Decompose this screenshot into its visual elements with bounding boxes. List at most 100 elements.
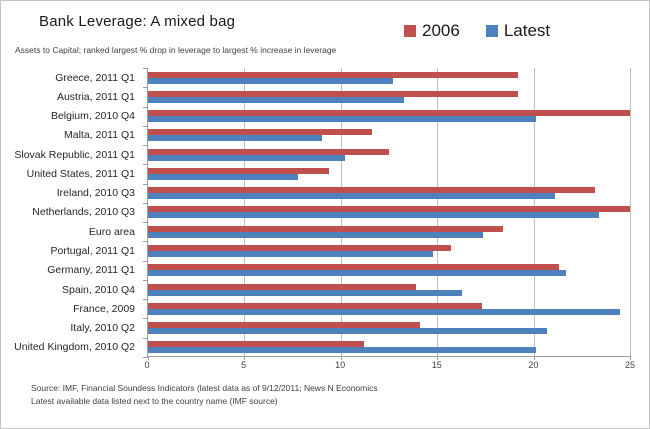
bar-latest xyxy=(148,173,299,180)
y-axis-tick-mark xyxy=(143,202,148,204)
legend-label-2006: 2006 xyxy=(422,21,460,40)
bar-latest xyxy=(148,308,621,315)
category-label: Belgium, 2010 Q4 xyxy=(50,110,135,123)
bar-row xyxy=(148,126,630,145)
source-note-line1: Source: IMF, Financial Soundess Indicato… xyxy=(31,383,378,393)
bar-latest xyxy=(148,135,322,142)
legend-swatch-latest-icon xyxy=(485,25,498,37)
x-axis-tick-mark xyxy=(437,356,439,360)
bar-latest xyxy=(148,289,463,296)
bar-row xyxy=(148,241,630,260)
y-axis-tick-mark xyxy=(143,337,148,339)
category-label: Euro area xyxy=(88,225,135,238)
bar-2006 xyxy=(148,187,596,194)
y-axis-tick-mark xyxy=(143,357,148,358)
gridline xyxy=(630,68,631,356)
x-axis-tick-mark xyxy=(244,356,246,360)
bar-2006 xyxy=(148,283,416,290)
category-label: Ireland, 2010 Q3 xyxy=(56,187,135,200)
x-axis-tick-mark xyxy=(148,356,149,360)
legend-item-2006: 2006 xyxy=(404,21,460,41)
source-note-line2: Latest available data listed next to the… xyxy=(31,396,278,407)
y-axis-tick-mark xyxy=(143,241,148,243)
y-axis-tick-mark xyxy=(143,125,148,127)
category-label: Netherlands, 2010 Q3 xyxy=(32,206,135,219)
category-label: United States, 2011 Q1 xyxy=(26,167,135,180)
source-note: Source: IMF, Financial Soundess Indicato… xyxy=(31,382,378,408)
bar-row xyxy=(148,184,630,203)
category-label: Portugal, 2011 Q1 xyxy=(50,245,135,258)
chart-subtitle: Assets to Capital; ranked largest % drop… xyxy=(15,45,337,55)
bar-row xyxy=(148,222,630,241)
category-label: Slovak Republic, 2011 Q1 xyxy=(14,148,135,161)
category-label: Austria, 2011 Q1 xyxy=(56,90,135,103)
bar-latest xyxy=(148,193,555,200)
chart-title: Bank Leverage: A mixed bag xyxy=(39,13,236,30)
x-axis-tick-label: 10 xyxy=(335,360,346,370)
bar-latest xyxy=(148,250,434,257)
x-axis-tick-label: 20 xyxy=(528,360,539,370)
bar-latest xyxy=(148,96,405,103)
y-axis-tick-mark xyxy=(143,145,148,147)
category-label: France, 2009 xyxy=(73,302,135,315)
category-label: Spain, 2010 Q4 xyxy=(62,283,135,296)
legend-item-latest: Latest xyxy=(485,21,551,41)
y-axis-tick-mark xyxy=(143,299,148,301)
bar-row xyxy=(148,203,630,222)
bar-2006 xyxy=(148,167,330,174)
category-label: Greece, 2011 Q1 xyxy=(55,71,135,84)
bar-2006 xyxy=(148,110,630,117)
y-axis-tick-mark xyxy=(143,318,148,320)
bar-row xyxy=(148,338,630,357)
x-axis-tick-label: 15 xyxy=(431,360,442,370)
bar-2006 xyxy=(148,225,503,232)
bar-latest xyxy=(148,270,567,277)
category-label: Malta, 2011 Q1 xyxy=(63,129,135,142)
y-axis-tick-mark xyxy=(143,106,148,108)
bar-latest xyxy=(148,231,484,238)
x-axis-tick-mark xyxy=(340,356,342,360)
y-axis-tick-mark xyxy=(143,260,148,262)
bar-2006 xyxy=(148,302,482,309)
bar-latest xyxy=(148,347,536,354)
legend-label-latest: Latest xyxy=(503,21,551,40)
bar-2006 xyxy=(148,206,630,213)
bar-2006 xyxy=(148,71,519,78)
bar-2006 xyxy=(148,341,364,348)
bar-row xyxy=(148,68,630,87)
category-label: United Kingdom, 2010 Q2 xyxy=(14,341,135,354)
x-axis-tick-labels: 0 5 10 15 20 25 xyxy=(144,360,635,372)
x-axis-tick-mark xyxy=(533,356,535,360)
x-axis-tick-mark xyxy=(630,356,631,360)
y-axis-tick-mark xyxy=(143,279,148,281)
bar-2006 xyxy=(148,148,389,155)
x-axis-tick-label: 5 xyxy=(241,360,247,370)
y-axis-tick-mark xyxy=(143,183,148,185)
bar-latest xyxy=(148,116,536,123)
bar-2006 xyxy=(148,244,451,251)
y-axis-tick-mark xyxy=(143,164,148,166)
x-axis-tick-label: 25 xyxy=(624,360,636,370)
bar-row xyxy=(148,261,630,280)
y-axis-tick-mark xyxy=(143,87,148,89)
bar-row xyxy=(148,318,630,337)
x-axis-tick-label: 0 xyxy=(144,360,150,370)
bar-2006 xyxy=(148,129,372,136)
plot-area xyxy=(143,68,631,360)
bar-row xyxy=(148,164,630,183)
bar-2006 xyxy=(148,322,420,329)
bar-row xyxy=(148,299,630,318)
bar-latest xyxy=(148,154,345,161)
bar-latest xyxy=(148,212,600,219)
legend-swatch-2006-icon xyxy=(404,25,416,37)
legend: 2006 Latest xyxy=(404,21,550,41)
bar-latest xyxy=(148,77,393,84)
category-label: Italy, 2010 Q2 xyxy=(70,322,135,335)
bar-row xyxy=(148,280,630,299)
y-axis-tick-mark xyxy=(143,222,148,224)
bar-row xyxy=(148,107,630,126)
category-label: Germany, 2011 Q1 xyxy=(47,264,135,277)
bar-latest xyxy=(148,328,548,335)
bar-2006 xyxy=(148,264,559,271)
